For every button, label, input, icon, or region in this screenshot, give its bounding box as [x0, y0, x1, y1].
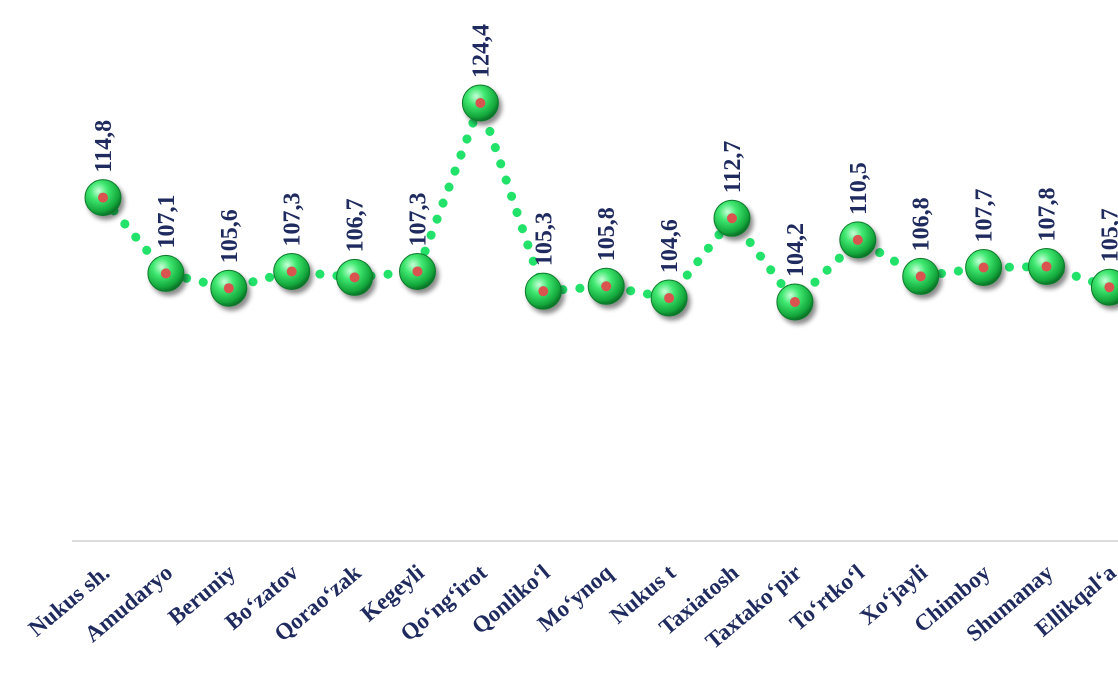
data-label: 105,7 [1097, 208, 1118, 262]
data-label: 107,3 [406, 192, 432, 246]
data-label: 114,8 [91, 120, 117, 173]
data-point-marker [587, 267, 625, 305]
data-label: 104,6 [657, 219, 683, 273]
data-point-marker [336, 258, 374, 296]
data-label: 107,3 [280, 192, 306, 246]
data-label: 110,5 [846, 162, 872, 215]
x-axis-categories: Nukus sh.AmudaryoBeruniyBo‘zatovQorao‘za… [24, 559, 1118, 654]
data-point-marker [1028, 248, 1065, 286]
data-point-marker [524, 272, 562, 310]
data-point-marker [210, 269, 248, 307]
series-line-path [98, 89, 1114, 309]
data-label: 106,7 [343, 198, 369, 252]
series-line [98, 89, 1114, 309]
data-label: 107,1 [154, 194, 180, 248]
data-point-marker [650, 279, 688, 317]
data-label: 107,8 [1035, 188, 1061, 242]
data-point-marker [839, 221, 877, 259]
data-label: 105,3 [531, 212, 557, 266]
data-point-marker [713, 199, 751, 237]
data-label: 106,8 [909, 197, 935, 251]
data-point-marker [902, 257, 940, 295]
data-label: 107,7 [972, 189, 998, 243]
data-point-marker [1090, 268, 1118, 306]
data-point-marker [461, 84, 499, 122]
markers [84, 84, 1118, 321]
data-point-marker [776, 283, 814, 321]
data-label: 104,2 [783, 223, 809, 277]
data-label: 124,4 [468, 24, 494, 78]
data-label: 112,7 [720, 141, 746, 194]
data-labels: 114,8 107,1 105,6 107,3 106,7 107,3 124,4 105,3… [91, 24, 1118, 277]
data-point-marker [273, 252, 311, 290]
data-label: 105,6 [217, 209, 243, 263]
data-point-marker [84, 179, 122, 217]
data-label: 105,8 [594, 207, 620, 261]
data-point-marker [965, 249, 1003, 287]
data-point-marker [147, 254, 185, 292]
data-point-marker [399, 252, 436, 290]
